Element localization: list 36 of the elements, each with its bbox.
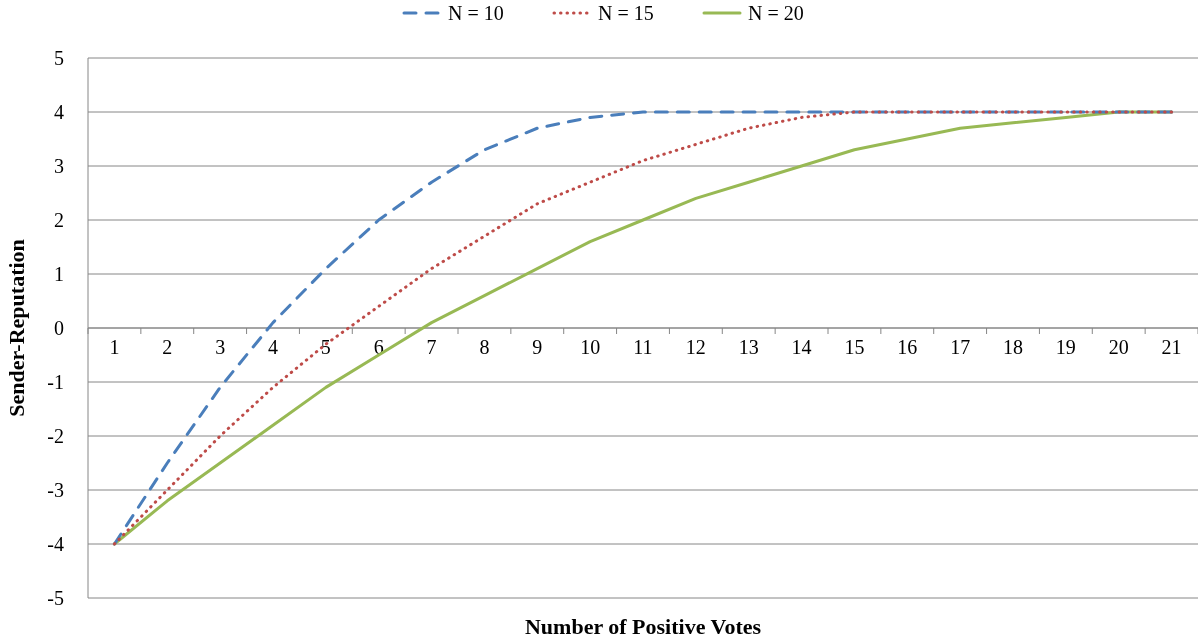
x-tick-label: 14 — [791, 336, 812, 358]
x-tick-label: 15 — [844, 336, 865, 358]
y-axis-title: Sender-Reputation — [4, 239, 29, 417]
x-tick-label: 16 — [897, 336, 918, 358]
x-tick-label: 18 — [1003, 336, 1023, 358]
x-tick-label: 11 — [633, 336, 653, 358]
y-tick-label: -1 — [47, 371, 64, 393]
y-tick-label: -4 — [47, 533, 64, 555]
y-tick-label: 4 — [54, 101, 64, 123]
legend-label: N = 20 — [748, 2, 804, 24]
y-tick-label: 5 — [54, 47, 64, 69]
legend-label: N = 10 — [448, 2, 504, 24]
y-tick-label: -2 — [47, 425, 64, 447]
y-tick-label: 1 — [54, 263, 64, 285]
y-tick-label: 2 — [54, 209, 64, 231]
x-tick-label: 3 — [215, 336, 226, 358]
x-axis-title: Number of Positive Votes — [524, 614, 762, 636]
x-tick-label: 21 — [1161, 336, 1182, 358]
y-tick-label: -3 — [47, 479, 64, 501]
y-tick-label: -5 — [47, 587, 64, 609]
x-tick-label: 20 — [1108, 336, 1129, 358]
y-tick-label: 0 — [54, 317, 64, 339]
x-tick-label: 19 — [1055, 336, 1076, 358]
x-tick-label: 2 — [162, 336, 173, 358]
y-tick-label: 3 — [54, 155, 64, 177]
x-tick-label: 17 — [950, 336, 971, 358]
x-tick-label: 12 — [685, 336, 706, 358]
x-tick-label: 7 — [426, 336, 437, 358]
x-tick-label: 1 — [109, 336, 120, 358]
x-tick-label: 9 — [532, 336, 543, 358]
x-tick-label: 4 — [268, 336, 278, 358]
x-tick-label: 10 — [580, 336, 601, 358]
legend-label: N = 15 — [598, 2, 654, 24]
x-tick-label: 13 — [738, 336, 759, 358]
x-tick-label: 5 — [320, 336, 331, 358]
x-tick-label: 8 — [479, 336, 490, 358]
